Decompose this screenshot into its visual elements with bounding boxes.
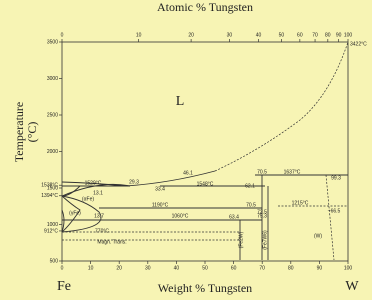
top-tick-label: 30 — [227, 32, 233, 38]
annotation: 1529°C — [85, 180, 102, 186]
x-tick-label: 50 — [202, 265, 208, 271]
annotation: 99.3 — [331, 175, 341, 181]
x-tick-label: 40 — [174, 265, 180, 271]
x-tick-label: 0 — [61, 265, 64, 271]
annotation: ~66.5 — [328, 208, 341, 214]
y-tick-label: 912°C — [44, 228, 58, 234]
y-tick-label: 3000 — [47, 76, 58, 82]
annotation: 1637°C — [284, 169, 301, 175]
annotation: 46.1 — [183, 170, 193, 176]
top-tick-label: 60 — [297, 32, 303, 38]
x-tick-label: 90 — [317, 265, 323, 271]
y-tick-label: 1500 — [47, 185, 58, 191]
top-tick-label: 100 — [344, 32, 353, 38]
annotation: 1190°C — [152, 202, 169, 208]
top-axis-title: Atomic % Tungsten — [157, 0, 253, 14]
top-tick-label: 0 — [61, 32, 64, 38]
y-axis-unit: (°C) — [25, 122, 39, 143]
y-tick-label: 1000 — [47, 222, 58, 228]
y-tick-label: 2000 — [47, 149, 58, 155]
top-tick-label: 90 — [336, 32, 342, 38]
top-tick-label: 70 — [312, 32, 318, 38]
y-tick-label: 500 — [50, 258, 59, 264]
y-tick-label: 2500 — [47, 112, 58, 118]
annotation: (W) — [314, 233, 322, 239]
annotation: 13.1 — [93, 190, 103, 196]
right-element: W — [345, 279, 359, 294]
x-tick-label: 30 — [145, 265, 151, 271]
x-tick-label: 100 — [344, 265, 353, 271]
annotation: 1060°C — [172, 213, 189, 219]
x-tick-label: 10 — [88, 265, 94, 271]
annotation: 1215°C — [292, 200, 309, 206]
top-tick-label: 50 — [279, 32, 285, 38]
annotation: (αFe) — [82, 196, 94, 202]
x-tick-label: 70 — [259, 265, 265, 271]
annotation: 1548°C — [197, 181, 214, 187]
x-tick-label: 60 — [231, 265, 237, 271]
annotation: Magn. Trans. — [97, 239, 126, 245]
annotation: (Fe2W) — [238, 231, 244, 248]
annotation: 62.1 — [245, 183, 255, 189]
x-axis-title: Weight % Tungsten — [158, 281, 252, 295]
y-tick-label: 3500 — [47, 39, 58, 45]
y-tick-label: 1394°C — [41, 193, 58, 199]
annotation: (γFe) — [69, 210, 81, 216]
top-tick-label: 20 — [188, 32, 194, 38]
top-tick-label: 80 — [325, 32, 331, 38]
annotation: 770°C — [95, 228, 109, 234]
top-tick-label: 40 — [256, 32, 262, 38]
x-tick-label: 20 — [116, 265, 122, 271]
annotation: 33.4 — [155, 186, 165, 192]
annotation: 72.5 — [257, 209, 267, 215]
y-axis-title: Temperature — [12, 102, 26, 162]
annotation: 70.5 — [257, 169, 267, 175]
annotation: 75.3 — [257, 213, 267, 219]
annotation: 13.7 — [94, 213, 104, 219]
annotation: 3422°C — [350, 41, 367, 47]
annotation: L — [176, 94, 185, 109]
y-tick-label: 1538°C — [41, 183, 58, 189]
annotation: (Fe7W6) — [262, 230, 268, 250]
top-tick-label: 10 — [136, 32, 142, 38]
annotation: 70.5 — [246, 202, 256, 208]
phase-boundaries — [61, 41, 349, 261]
x-tick-label: 80 — [288, 265, 294, 271]
annotation: 29.3 — [129, 179, 139, 185]
annotation: 63.4 — [229, 214, 239, 220]
left-element: Fe — [57, 279, 71, 294]
